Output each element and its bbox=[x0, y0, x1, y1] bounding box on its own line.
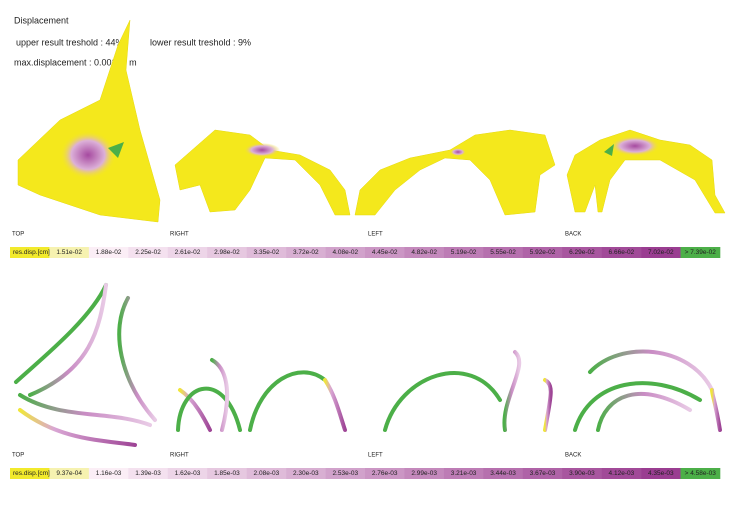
legend-label: 6.66e-02 bbox=[609, 249, 635, 256]
legend-cell bbox=[49, 468, 90, 479]
legend-label: 5.19e-02 bbox=[451, 249, 477, 256]
legend-cell bbox=[10, 468, 50, 479]
legend-unit: res.disp.[cm] bbox=[13, 249, 50, 256]
title: Displacement bbox=[14, 15, 69, 25]
legend-label: 3.67e-03 bbox=[530, 470, 556, 477]
legend-cell bbox=[365, 468, 405, 479]
legend-label: 6.29e-02 bbox=[569, 249, 595, 256]
legend-label: 2.98e-02 bbox=[214, 249, 240, 256]
legend-label: 2.76e-03 bbox=[372, 470, 398, 477]
legend-cell bbox=[49, 247, 90, 258]
view-label: TOP bbox=[12, 453, 24, 459]
legend-cell bbox=[325, 468, 366, 479]
legend-label: 1.85e-03 bbox=[214, 470, 240, 477]
legend-label: 7.02e-02 bbox=[648, 249, 674, 256]
legend-cell bbox=[483, 468, 524, 479]
legend-cell bbox=[483, 247, 524, 258]
legend-label: 1.16e-03 bbox=[96, 470, 122, 477]
legend-label: 5.92e-02 bbox=[530, 249, 556, 256]
legend-cell bbox=[680, 247, 721, 258]
legend-label: 4.08e-02 bbox=[332, 249, 358, 256]
legend-cell bbox=[286, 468, 326, 479]
view-label: TOP bbox=[12, 232, 24, 238]
legend-label: 4.35e-03 bbox=[648, 470, 674, 477]
legend-cell bbox=[443, 468, 484, 479]
shell-views bbox=[17, 19, 726, 223]
legend-label: > 7.39e-02 bbox=[685, 249, 717, 256]
view-label: RIGHT bbox=[170, 453, 189, 459]
legend-cell bbox=[88, 468, 129, 479]
legend-cell bbox=[365, 247, 405, 258]
legend-label: 2.08e-03 bbox=[254, 470, 280, 477]
legend-cell bbox=[404, 468, 445, 479]
legend-label: 2.53e-03 bbox=[332, 470, 358, 477]
legend-cell bbox=[10, 247, 50, 258]
legend-cell bbox=[522, 468, 563, 479]
legend-cell bbox=[443, 247, 484, 258]
view-label: BACK bbox=[565, 453, 581, 459]
legend-cell bbox=[246, 468, 287, 479]
legend-label: > 4.58e-03 bbox=[685, 470, 717, 477]
legend-label: 5.55e-02 bbox=[490, 249, 516, 256]
legend-cell bbox=[601, 247, 642, 258]
legend-cell bbox=[562, 468, 602, 479]
legend-cell bbox=[207, 247, 247, 258]
legend-label: 4.45e-02 bbox=[372, 249, 398, 256]
max-displacement: max.displacement : 0.00168 m bbox=[14, 57, 137, 67]
legend-label: 3.21e-03 bbox=[451, 470, 477, 477]
legend-cell bbox=[680, 468, 721, 479]
legend-cell bbox=[286, 247, 326, 258]
legend-label: 4.82e-02 bbox=[411, 249, 437, 256]
legend-label: 1.51e-02 bbox=[56, 249, 82, 256]
legend-cell bbox=[641, 247, 681, 258]
view-label: BACK bbox=[565, 232, 581, 238]
legend-unit: res.disp.[cm] bbox=[13, 470, 50, 477]
legend-cell bbox=[128, 247, 169, 258]
legend-label: 3.35e-02 bbox=[254, 249, 280, 256]
legend-cell bbox=[88, 247, 129, 258]
legend-label: 1.62e-03 bbox=[175, 470, 201, 477]
legend-cell bbox=[207, 468, 247, 479]
legend-cell bbox=[246, 247, 287, 258]
frame-views bbox=[14, 283, 722, 447]
legend-label: 3.72e-02 bbox=[293, 249, 319, 256]
lower-threshold: lower result treshold : 9% bbox=[150, 37, 251, 47]
legend-cell bbox=[167, 468, 208, 479]
legend-label: 2.30e-03 bbox=[293, 470, 319, 477]
legend-cell bbox=[404, 247, 445, 258]
view-label: LEFT bbox=[368, 232, 383, 238]
legend-label: 3.44e-03 bbox=[490, 470, 516, 477]
legend-label: 4.12e-03 bbox=[609, 470, 635, 477]
legend-cell bbox=[641, 468, 681, 479]
legend-cell bbox=[128, 468, 169, 479]
legend-cell bbox=[167, 247, 208, 258]
legend-cell bbox=[325, 247, 366, 258]
legend-label: 9.37e-04 bbox=[56, 470, 82, 477]
view-label: LEFT bbox=[368, 453, 383, 459]
legend-label: 2.25e-02 bbox=[135, 249, 161, 256]
legend-label: 1.88e-02 bbox=[96, 249, 122, 256]
view-label: RIGHT bbox=[170, 232, 189, 238]
legend-cell bbox=[522, 247, 563, 258]
legend-cell bbox=[562, 247, 602, 258]
legend-cell bbox=[601, 468, 642, 479]
upper-threshold: upper result treshold : 44% bbox=[16, 37, 124, 47]
legend-label: 1.39e-03 bbox=[135, 470, 161, 477]
legend-label: 2.99e-03 bbox=[411, 470, 437, 477]
legend-label: 2.61e-02 bbox=[175, 249, 201, 256]
legend-label: 3.90e-03 bbox=[569, 470, 595, 477]
